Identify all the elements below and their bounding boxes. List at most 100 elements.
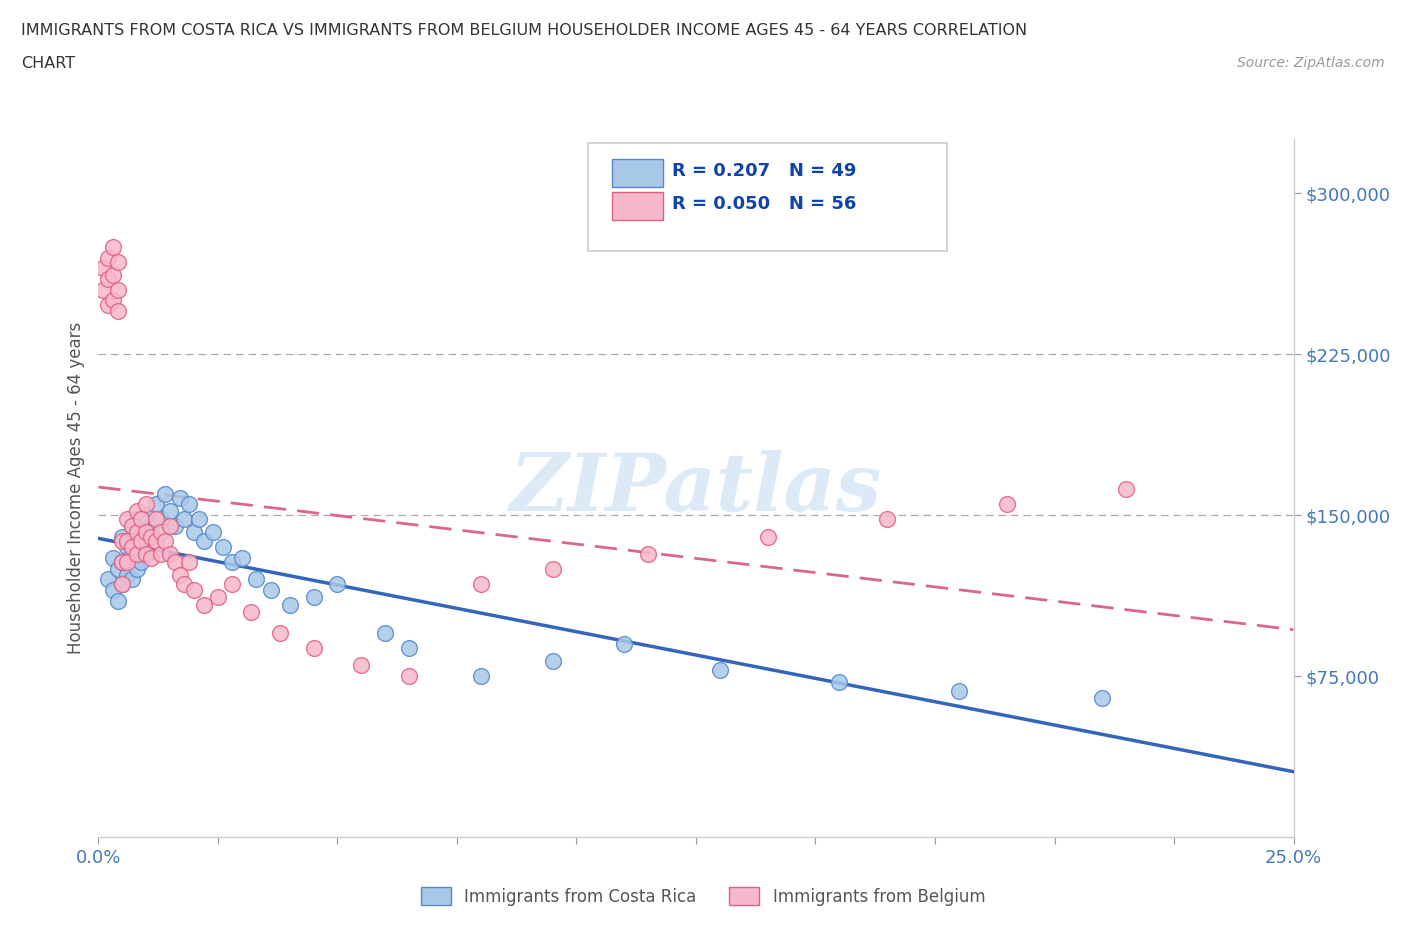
Point [111, 577, 134, 591]
Point [240, 604, 263, 619]
Point [149, 525, 172, 539]
Point [302, 641, 325, 656]
Point [145, 497, 167, 512]
Text: R = 0.050   N = 56: R = 0.050 N = 56 [672, 194, 856, 213]
Point [398, 669, 420, 684]
Point [135, 497, 157, 512]
Point [97, 572, 120, 587]
Point [155, 534, 177, 549]
Point [709, 662, 731, 677]
Point [107, 562, 129, 577]
Point [125, 546, 148, 561]
Point [202, 525, 225, 539]
Point [159, 503, 181, 518]
Point [221, 555, 243, 570]
Point [131, 512, 153, 526]
Point [111, 529, 134, 544]
Point [193, 598, 215, 613]
Point [101, 267, 124, 282]
Point [149, 546, 172, 561]
Point [121, 518, 143, 533]
Point [302, 590, 325, 604]
Point [828, 675, 851, 690]
Point [183, 525, 205, 539]
Point [139, 525, 162, 539]
Point [470, 669, 492, 684]
Point [278, 598, 301, 613]
Point [111, 555, 134, 570]
Point [125, 512, 148, 526]
Point [350, 658, 373, 672]
Point [121, 572, 143, 587]
Point [173, 512, 195, 526]
Point [101, 293, 124, 308]
Point [107, 283, 129, 298]
Point [97, 298, 120, 312]
Point [111, 555, 134, 570]
Text: ZIPatlas: ZIPatlas [510, 449, 882, 527]
Point [115, 567, 138, 582]
Point [1115, 482, 1137, 497]
Point [145, 512, 167, 526]
Legend: Immigrants from Costa Rica, Immigrants from Belgium: Immigrants from Costa Rica, Immigrants f… [413, 881, 993, 912]
Text: CHART: CHART [21, 56, 75, 71]
Point [187, 512, 209, 526]
Point [193, 534, 215, 549]
Point [149, 512, 172, 526]
Point [948, 684, 970, 698]
Point [125, 503, 148, 518]
Point [131, 534, 153, 549]
Text: Source: ZipAtlas.com: Source: ZipAtlas.com [1237, 56, 1385, 70]
Point [269, 626, 291, 641]
Point [398, 641, 420, 656]
Point [173, 577, 195, 591]
Point [135, 508, 157, 523]
Point [995, 497, 1018, 512]
Point [374, 626, 396, 641]
Point [183, 583, 205, 598]
Point [135, 525, 157, 539]
Point [107, 593, 129, 608]
Point [756, 529, 779, 544]
Point [1091, 690, 1114, 705]
Point [470, 577, 492, 591]
Point [211, 539, 233, 554]
Point [139, 551, 162, 565]
Point [107, 255, 129, 270]
Point [125, 562, 148, 577]
Point [541, 562, 564, 577]
Point [169, 490, 191, 505]
Point [97, 250, 120, 265]
Point [111, 534, 134, 549]
Point [115, 539, 138, 554]
Text: R = 0.207   N = 49: R = 0.207 N = 49 [672, 162, 856, 179]
FancyBboxPatch shape [612, 192, 662, 219]
Point [115, 534, 138, 549]
Point [115, 555, 138, 570]
Point [125, 525, 148, 539]
Point [163, 555, 186, 570]
Point [91, 283, 114, 298]
Point [97, 272, 120, 286]
Point [541, 654, 564, 669]
Point [101, 239, 124, 254]
Point [169, 567, 191, 582]
Point [179, 497, 201, 512]
Point [135, 546, 157, 561]
Text: IMMIGRANTS FROM COSTA RICA VS IMMIGRANTS FROM BELGIUM HOUSEHOLDER INCOME AGES 45: IMMIGRANTS FROM COSTA RICA VS IMMIGRANTS… [21, 23, 1028, 38]
Point [121, 518, 143, 533]
Point [613, 636, 636, 651]
Point [131, 555, 153, 570]
Point [245, 572, 267, 587]
Point [159, 518, 181, 533]
FancyBboxPatch shape [612, 159, 662, 187]
Point [637, 546, 659, 561]
Point [155, 486, 177, 501]
Point [139, 529, 162, 544]
Point [145, 534, 167, 549]
Point [876, 512, 898, 526]
Point [135, 546, 157, 561]
Y-axis label: Householder Income Ages 45 - 64 years: Householder Income Ages 45 - 64 years [66, 322, 84, 655]
Point [107, 304, 129, 319]
Point [326, 577, 349, 591]
